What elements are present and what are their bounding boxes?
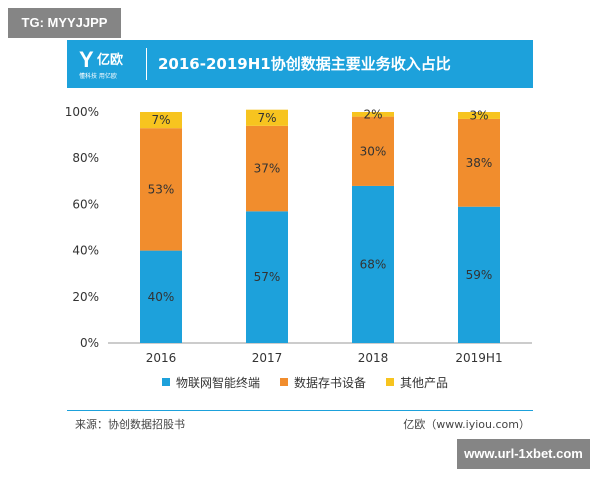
watermark-top: TG: MYYJJPP <box>8 8 121 38</box>
legend-swatch-storage <box>280 378 289 386</box>
bar-segment <box>458 118 500 207</box>
axis-group: 0% 20% 40% 60% 80% 100% 2016 2017 2018 2019H1 <box>65 105 532 365</box>
y-tick-label: 60% <box>72 197 99 211</box>
data-label: 53% <box>148 182 175 196</box>
bar-segment <box>246 211 288 343</box>
bar-segment <box>352 116 394 186</box>
legend-swatch-other <box>386 378 395 386</box>
header-divider <box>146 48 147 80</box>
legend-item-storage: 数据存书设备 <box>280 374 366 391</box>
bar-segment <box>140 128 182 251</box>
x-tick-label: 2019H1 <box>455 351 502 365</box>
data-label: 68% <box>360 257 387 271</box>
logo-name: 亿欧 <box>97 53 124 68</box>
credit-note: 亿欧（www.iyiou.com） <box>403 418 530 431</box>
data-label: 57% <box>254 270 281 284</box>
source-note: 来源：协创数据招股书 <box>75 418 185 431</box>
data-label: 7% <box>257 111 276 125</box>
data-label: 3% <box>469 108 488 122</box>
bar-segment <box>458 206 500 343</box>
logo: Y 亿欧 懂科技 用亿欧 <box>79 45 137 83</box>
bar-segment <box>140 250 182 343</box>
logo-tagline: 懂科技 用亿欧 <box>79 73 117 80</box>
data-label: 40% <box>148 290 175 304</box>
bar-segment <box>352 185 394 343</box>
labels-group: 40% 53% 7% 57% 37% 7% 68% 30% 2% 59% 38% 3% <box>148 107 493 303</box>
footer-divider <box>67 410 533 411</box>
legend-swatch-iot <box>162 378 170 386</box>
data-label: 38% <box>466 156 493 170</box>
chart-title: 2016-2019H1协创数据主要业务收入占比 <box>158 55 451 73</box>
bar-segment <box>246 109 288 126</box>
legend-label-other: 其他产品 <box>400 375 449 390</box>
x-tick-label: 2017 <box>252 351 283 365</box>
data-label: 37% <box>254 162 281 176</box>
y-tick-label: 20% <box>72 290 99 304</box>
logo-icon: Y <box>79 47 94 72</box>
bar-segment <box>140 112 182 129</box>
data-label: 30% <box>360 144 387 158</box>
watermark-bottom: www.url-1xbet.com <box>457 439 590 469</box>
legend-item-iot: 物联网智能终端 <box>162 374 260 391</box>
header-banner <box>67 40 533 88</box>
y-tick-label: 100% <box>65 105 99 119</box>
x-tick-label: 2016 <box>146 351 177 365</box>
y-tick-label: 40% <box>72 244 99 258</box>
legend-label-storage: 数据存书设备 <box>294 375 367 390</box>
bars-group <box>140 109 500 343</box>
data-label: 2% <box>363 107 382 121</box>
x-tick-label: 2018 <box>358 351 389 365</box>
legend-label-iot: 物联网智能终端 <box>176 375 261 390</box>
y-tick-label: 0% <box>80 336 99 350</box>
data-label: 7% <box>151 113 170 127</box>
data-label: 59% <box>466 268 493 282</box>
bar-segment <box>458 112 500 119</box>
legend: 物联网智能终端 数据存书设备 其他产品 <box>162 372 468 392</box>
bar-segment <box>246 125 288 212</box>
bar-segment <box>352 112 394 117</box>
legend-item-other: 其他产品 <box>386 374 448 391</box>
y-tick-label: 80% <box>72 151 99 165</box>
